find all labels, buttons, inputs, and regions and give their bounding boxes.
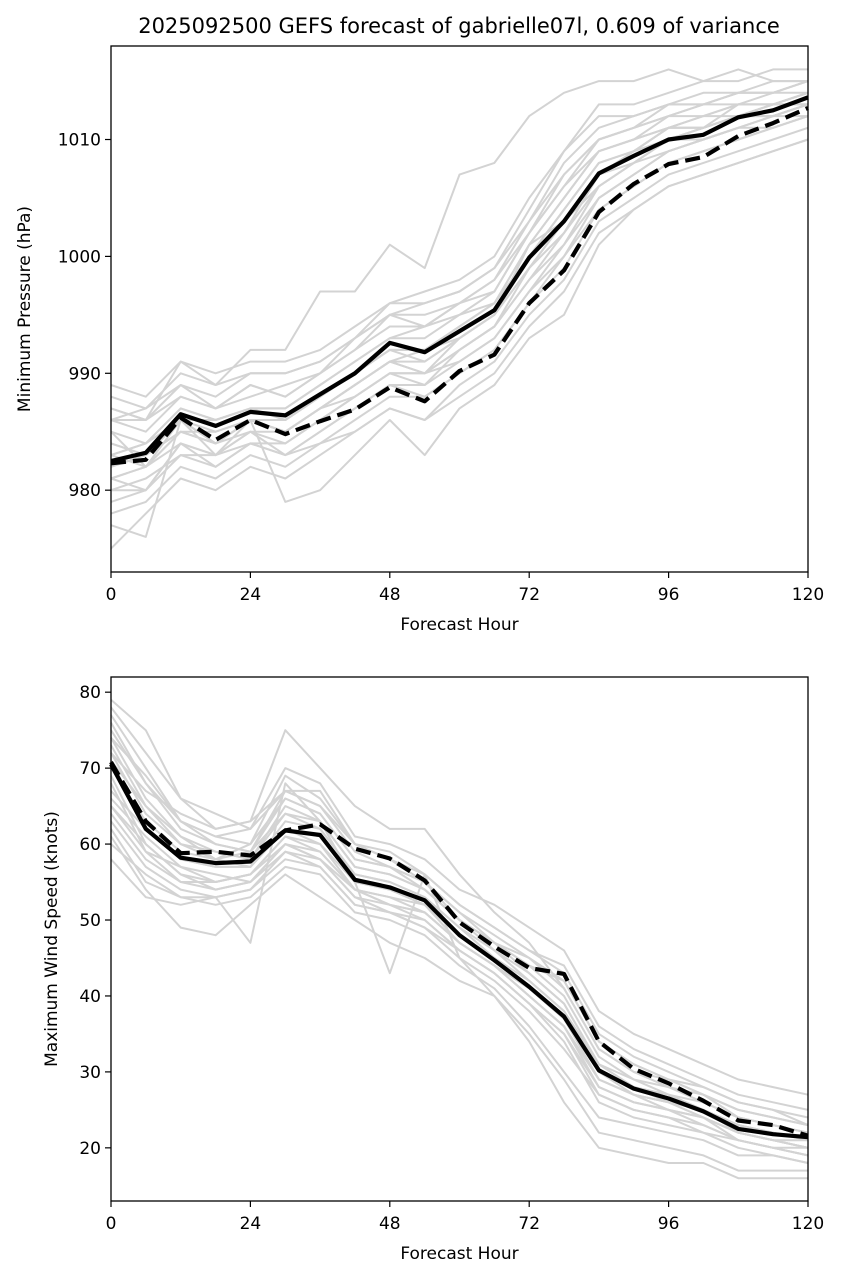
wind-dashed-line [109,761,809,1138]
pressure-x-tick-label: 24 [240,585,262,605]
wind-x-tick-label: 72 [518,1214,540,1234]
wind-y-tick-label: 20 [79,1139,101,1159]
pressure-ensemble-member-line [110,80,808,421]
wind-axes-frame [110,676,809,1202]
wind-ensemble-member-line [110,835,808,1172]
pressure-dashed-line [110,106,809,466]
pressure-x-axis-label: Forecast Hour [400,615,518,635]
wind-y-tick-label: 70 [79,759,101,779]
pressure-ensemble-member-line [110,115,809,480]
wind-x-tick-label: 0 [106,1214,117,1234]
pressure-panel: 0 24 48 72 96 120 980 990 1000 1010 Forecast Hou… [15,45,824,635]
pressure-ensemble-lines [110,68,809,550]
pressure-y-tick-label: 980 [69,481,101,501]
wind-y-ticks: 20 30 40 50 60 70 80 [79,683,111,1159]
wind-ensemble-member-line [110,820,809,1157]
pressure-ensemble-member-line [111,68,808,421]
wind-y-axis-label: Maximum Wind Speed (knots) [42,811,62,1067]
wind-y-tick-label: 80 [79,683,101,703]
pressure-x-tick-label: 0 [106,585,117,605]
pressure-y-tick-label: 1000 [58,247,101,267]
wind-x-tick-label: 96 [658,1214,680,1234]
wind-solid-line [109,763,809,1140]
pressure-ensemble-member-line [110,68,808,398]
wind-y-tick-label: 40 [79,987,101,1007]
pressure-highlight-lines [110,95,809,466]
pressure-x-ticks: 0 24 48 72 96 120 [106,572,824,605]
pressure-ensemble-member-line [110,138,809,538]
wind-ensemble-member-line [110,729,809,1127]
pressure-x-tick-label: 96 [658,585,680,605]
pressure-x-tick-label: 48 [379,585,401,605]
wind-x-tick-label: 120 [792,1214,824,1234]
wind-y-tick-label: 30 [79,1063,101,1083]
wind-x-axis-label: Forecast Hour [400,1244,518,1264]
pressure-ensemble-member-line [110,91,808,421]
pressure-solid-line [110,95,809,464]
wind-ensemble-member-line [110,737,809,1111]
wind-ensemble-member-line [110,805,809,1149]
pressure-y-tick-label: 990 [69,364,101,384]
wind-ensemble-member-line [110,782,808,1180]
wind-highlight-lines [109,761,809,1140]
wind-x-ticks: 0 24 48 72 96 120 [106,1201,824,1234]
pressure-y-axis-label: Minimum Pressure (hPa) [15,206,35,412]
wind-y-tick-label: 50 [79,911,101,931]
pressure-ensemble-member-line [110,126,809,550]
pressure-y-tick-label: 1010 [58,131,101,151]
wind-panel: 0 24 48 72 96 120 20 30 40 50 60 70 80 Forecast Hou… [42,676,824,1264]
wind-x-tick-label: 24 [240,1214,262,1234]
pressure-x-tick-label: 120 [792,585,824,605]
wind-y-tick-label: 60 [79,835,101,855]
pressure-axes-frame [110,45,809,573]
wind-ensemble-member-line [110,828,809,1164]
pressure-y-ticks: 980 990 1000 1010 [58,131,111,501]
chart-title: 2025092500 GEFS forecast of gabrielle07l… [138,14,780,38]
pressure-x-tick-label: 72 [518,585,540,605]
wind-ensemble-member-line [110,706,809,1096]
wind-x-tick-label: 48 [379,1214,401,1234]
